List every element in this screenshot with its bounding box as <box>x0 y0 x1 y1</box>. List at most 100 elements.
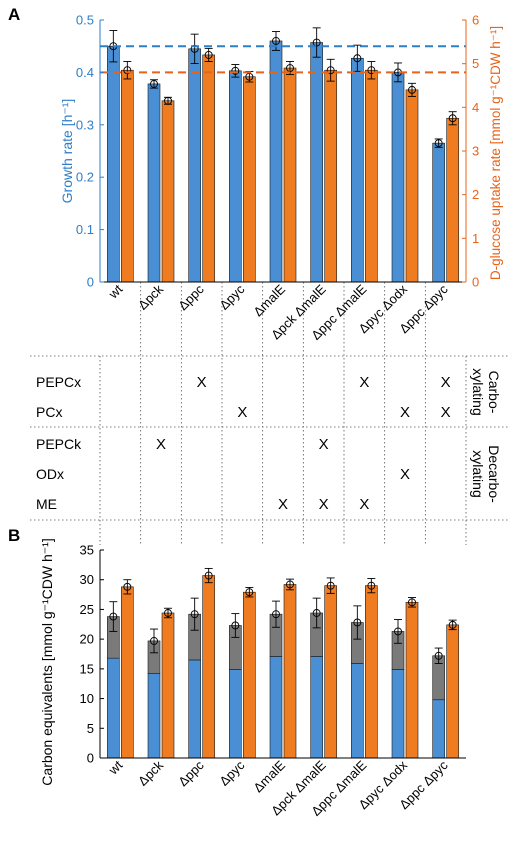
y-tick-label: 30 <box>80 572 94 587</box>
growth-rate-error-marker <box>312 38 321 47</box>
carbon-blue-bar <box>147 673 161 759</box>
glucose-uptake-error-marker <box>367 66 376 75</box>
x-tick-label: Δpyc <box>216 281 247 312</box>
y-right-tick-label: 0 <box>472 275 479 290</box>
glucose-uptake-error-marker <box>164 96 172 105</box>
table-mark: X <box>441 374 451 391</box>
x-tick-label: wt <box>105 281 126 302</box>
glucose-uptake-error-marker <box>326 66 335 75</box>
carboxylating-label-line: xylating <box>470 368 486 415</box>
table-row-label: PCx <box>36 404 62 420</box>
table-row-label: PEPCx <box>36 374 81 390</box>
growth-rate-bar <box>229 70 242 283</box>
glucose-uptake-bar <box>121 69 134 283</box>
decarboxylating-label: Decarbo-xylating <box>470 445 502 503</box>
panel-b-y-label: Carbon equivalents [mmol g⁻¹CDW h⁻¹] <box>39 538 55 785</box>
carboxylating-label: Carbo-xylating <box>470 368 502 415</box>
carbon-blue-bar <box>107 657 120 759</box>
carbon-total-error-marker <box>434 651 443 660</box>
y-right-tick-label: 6 <box>472 13 479 28</box>
table-row-label: ME <box>36 496 57 512</box>
carbon-total-error-marker <box>231 621 240 630</box>
y-tick-label: 5 <box>87 721 94 736</box>
growth-rate-bar <box>391 72 405 283</box>
carbon-orange-error-marker <box>204 571 213 580</box>
y-left-tick-label: 0.1 <box>76 222 94 237</box>
carbon-orange-bar <box>161 612 175 759</box>
y-tick-label: 35 <box>80 543 94 558</box>
carbon-orange-bar <box>202 575 215 759</box>
carbon-total-error-marker <box>272 610 280 619</box>
carbon-blue-bar <box>310 656 323 759</box>
table-mark: X <box>156 436 166 453</box>
carbon-orange-error-marker <box>245 588 254 597</box>
y-tick-label: 20 <box>80 632 94 647</box>
table-mark: X <box>441 404 451 421</box>
table-mark: X <box>237 404 247 421</box>
growth-rate-bar <box>188 48 201 283</box>
y-tick-label: 15 <box>80 661 94 676</box>
y-tick-label: 0 <box>87 751 94 766</box>
carbon-total-error-marker <box>353 618 362 627</box>
glucose-uptake-bar <box>202 54 215 283</box>
y-left-tick-label: 0 <box>87 275 94 290</box>
x-tick-label: ΔmalE <box>250 757 288 795</box>
carbon-orange-error-marker <box>408 598 416 607</box>
growth-rate-bar <box>310 42 323 283</box>
x-tick-label: Δpck <box>135 757 166 788</box>
glucose-uptake-bar <box>243 76 256 283</box>
carbon-total-error-marker <box>190 610 199 619</box>
carbon-orange-bar <box>365 585 378 759</box>
glucose-uptake-bar <box>405 89 419 283</box>
y-left-tick-label: 0.4 <box>76 65 94 80</box>
growth-rate-bar <box>107 45 120 283</box>
glucose-uptake-bar <box>161 100 175 283</box>
carbon-blue-bar <box>269 656 283 759</box>
y-right-tick-label: 3 <box>472 144 479 159</box>
carbon-orange-bar <box>243 591 256 759</box>
x-tick-label: Δppc <box>175 757 207 789</box>
carbon-blue-bar <box>391 669 405 759</box>
y-tick-label: 10 <box>80 691 94 706</box>
table-row-label: PEPCk <box>36 436 82 452</box>
growth-rate-error-marker <box>150 79 158 88</box>
y-right-tick-label: 5 <box>472 56 479 71</box>
glucose-uptake-bar <box>324 69 337 283</box>
carbon-orange-bar <box>121 586 134 759</box>
x-tick-label: ΔmalE <box>250 281 288 319</box>
decarboxylating-label-line: xylating <box>470 450 486 497</box>
panel-a-y-right-label: D-glucose uptake rate [mmol g⁻¹CDW h⁻¹] <box>488 26 503 280</box>
carbon-orange-error-marker <box>367 581 376 590</box>
carbon-blue-bar <box>229 669 242 759</box>
y-tick-label: 25 <box>80 602 94 617</box>
carbon-orange-bar <box>446 624 459 759</box>
carbon-total-error-marker <box>109 612 118 621</box>
table-mark: X <box>319 496 329 513</box>
carbon-orange-error-marker <box>326 581 335 590</box>
x-tick-label: Δppc <box>175 281 207 313</box>
table-mark: X <box>319 436 329 453</box>
carbon-orange-error-marker <box>123 582 132 591</box>
y-left-tick-label: 0.5 <box>76 13 94 28</box>
table-mark: X <box>197 374 207 391</box>
glucose-uptake-error-marker <box>408 85 416 94</box>
carbon-orange-error-marker <box>164 609 172 617</box>
glucose-uptake-bar <box>446 117 459 283</box>
growth-rate-error-marker <box>353 54 362 63</box>
x-tick-label: Δpyc <box>216 757 247 788</box>
carboxylating-label-line: Carbo- <box>486 371 502 414</box>
carbon-orange-error-marker <box>286 580 294 589</box>
carbon-blue-bar <box>432 699 445 759</box>
glucose-uptake-error-marker <box>448 114 457 123</box>
carbon-orange-bar <box>324 585 337 759</box>
carbon-total-error-marker <box>394 627 402 636</box>
carbon-orange-bar <box>405 601 419 759</box>
carbon-blue-bar <box>188 659 201 759</box>
carbon-orange-error-marker <box>448 620 457 629</box>
table-mark: X <box>359 496 369 513</box>
carbon-blue-bar <box>351 663 364 759</box>
table-mark: X <box>400 404 410 421</box>
